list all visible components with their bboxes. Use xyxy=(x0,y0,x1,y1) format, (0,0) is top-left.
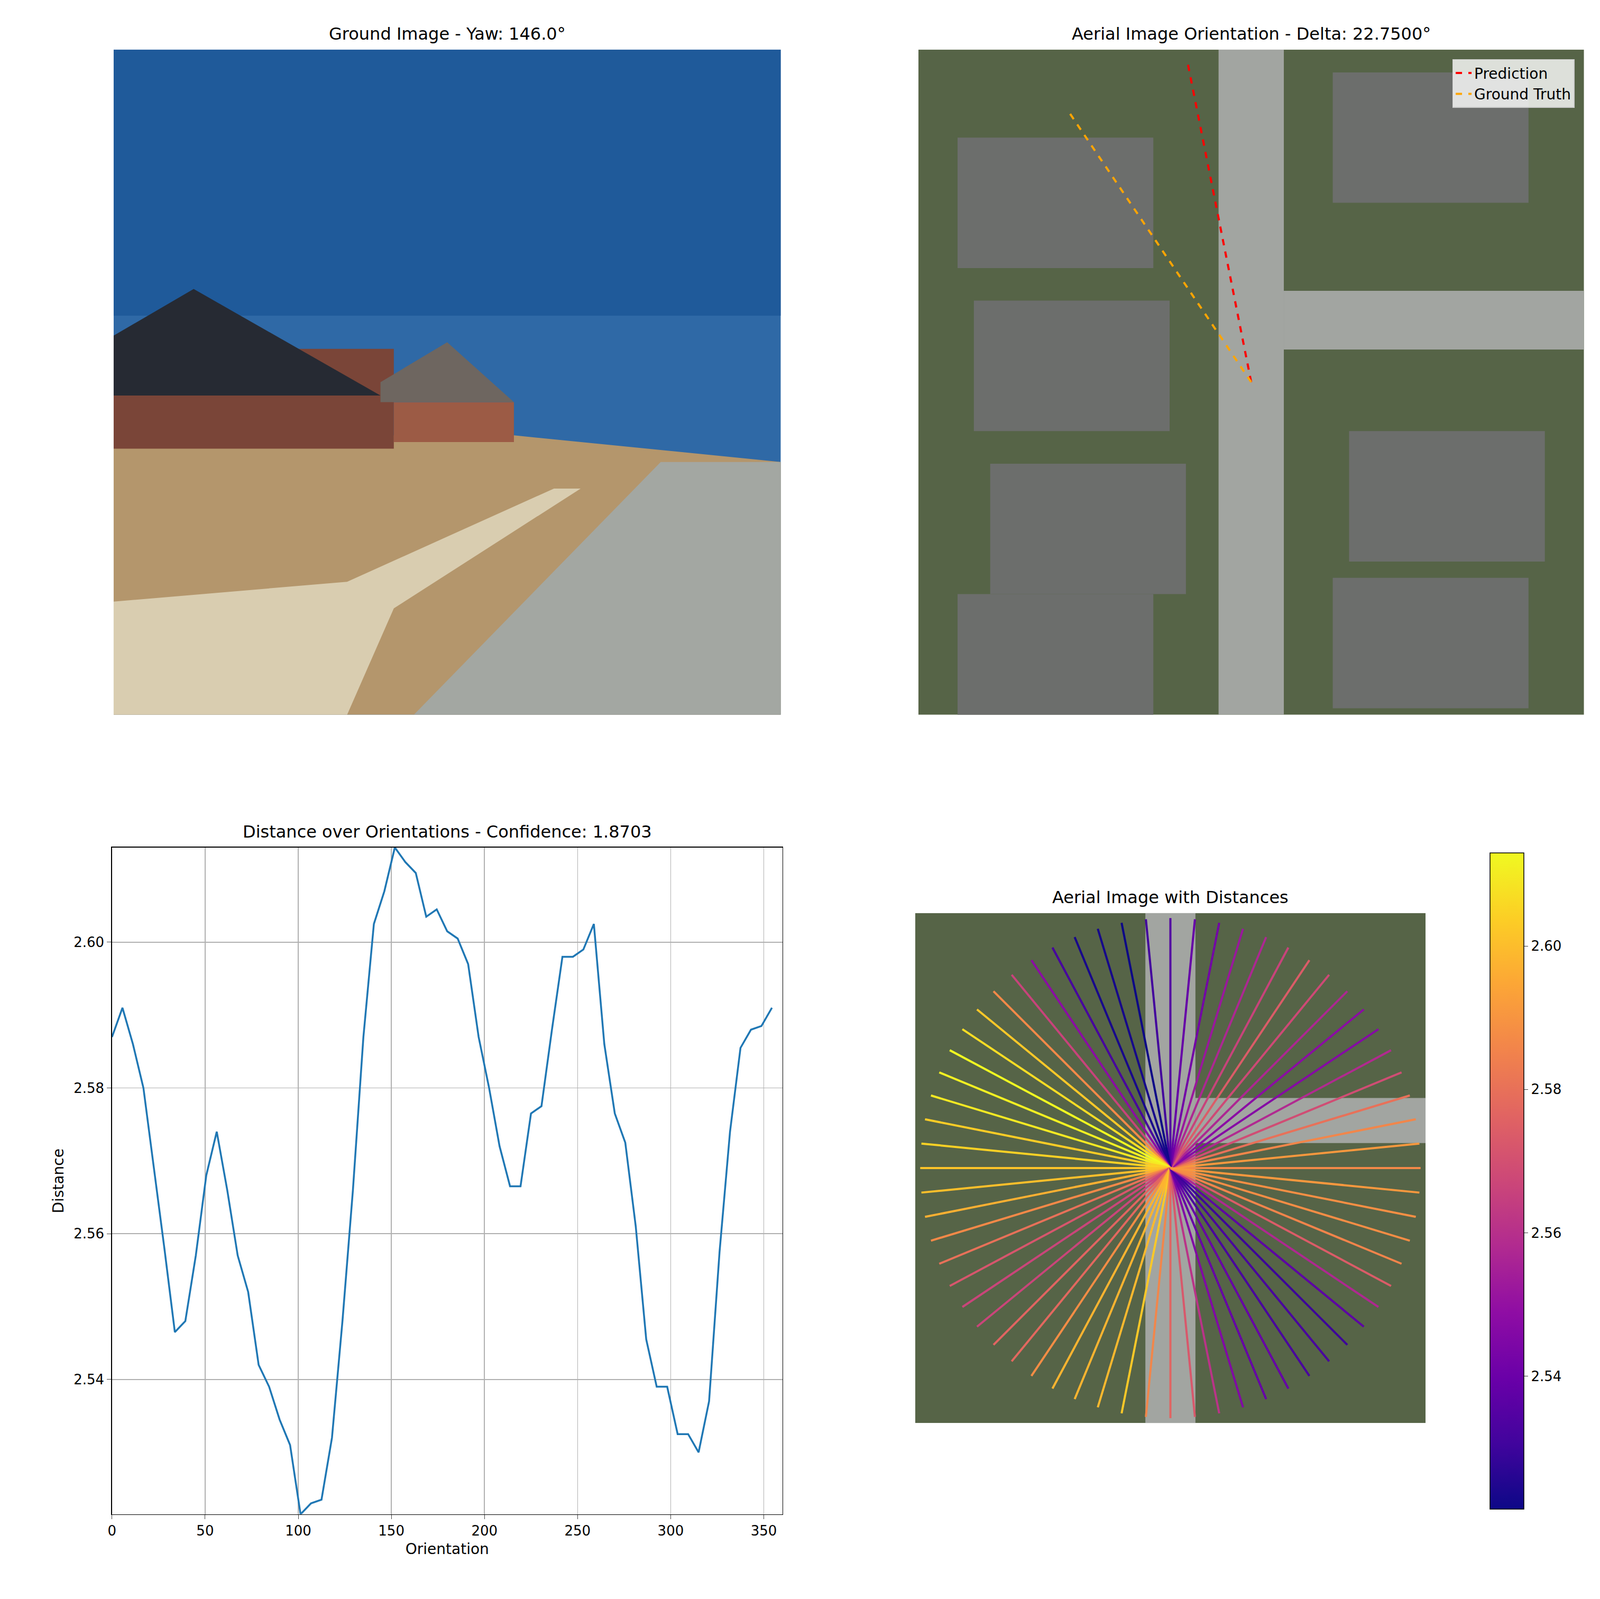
svg-text:2.58: 2.58 xyxy=(1530,1081,1562,1098)
svg-text:2.60: 2.60 xyxy=(73,934,105,951)
svg-text:Distance: Distance xyxy=(49,1148,68,1213)
svg-text:2.56: 2.56 xyxy=(1530,1225,1562,1241)
svg-text:2.58: 2.58 xyxy=(73,1080,105,1097)
svg-text:250: 250 xyxy=(564,1522,591,1539)
svg-text:Prediction: Prediction xyxy=(1474,65,1548,83)
svg-text:350: 350 xyxy=(750,1522,778,1539)
svg-text:100: 100 xyxy=(284,1522,312,1539)
svg-text:2.60: 2.60 xyxy=(1530,938,1562,954)
svg-text:Orientation: Orientation xyxy=(405,1540,490,1558)
svg-text:50: 50 xyxy=(196,1522,214,1539)
svg-text:Aerial Image Orientation - Del: Aerial Image Orientation - Delta: 22.750… xyxy=(1071,23,1431,44)
svg-text:Aerial Image with Distances: Aerial Image with Distances xyxy=(1052,887,1289,908)
svg-text:300: 300 xyxy=(657,1522,685,1539)
svg-text:200: 200 xyxy=(471,1522,498,1539)
svg-text:Distance over Orientations - C: Distance over Orientations - Confidence:… xyxy=(242,821,652,842)
svg-text:0: 0 xyxy=(107,1522,117,1539)
svg-text:Ground Truth: Ground Truth xyxy=(1474,85,1571,104)
svg-text:Ground Image - Yaw: 146.0°: Ground Image - Yaw: 146.0° xyxy=(328,23,566,44)
svg-text:2.54: 2.54 xyxy=(73,1371,105,1388)
svg-text:2.54: 2.54 xyxy=(1530,1368,1562,1385)
svg-text:150: 150 xyxy=(378,1522,405,1539)
svg-text:2.56: 2.56 xyxy=(73,1225,105,1242)
